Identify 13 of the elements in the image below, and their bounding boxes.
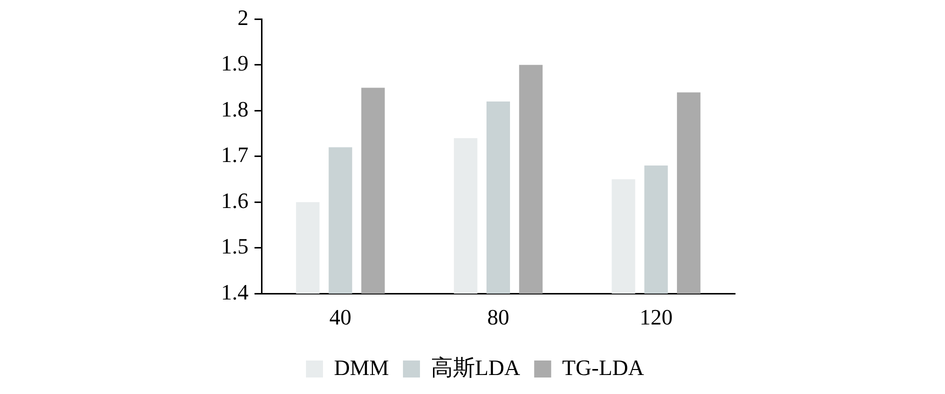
y-tick-label: 1.5 [221,234,248,259]
legend-label: DMM [334,354,389,380]
y-tick-label: 1.4 [221,279,248,304]
y-tick-label: 2 [238,4,248,30]
x-tick-label: 80 [487,304,510,330]
y-tick-label: 1.8 [221,96,248,122]
x-tick-label: 120 [640,304,673,330]
legend-label: TG-LDA [562,354,644,380]
legend-label: 高斯LDA [430,354,520,380]
y-tick-label: 1.9 [221,50,248,76]
y-tick-label: 1.7 [221,142,248,168]
y-tick-label: 1.6 [221,188,248,213]
x-tick-label: 40 [329,304,352,330]
